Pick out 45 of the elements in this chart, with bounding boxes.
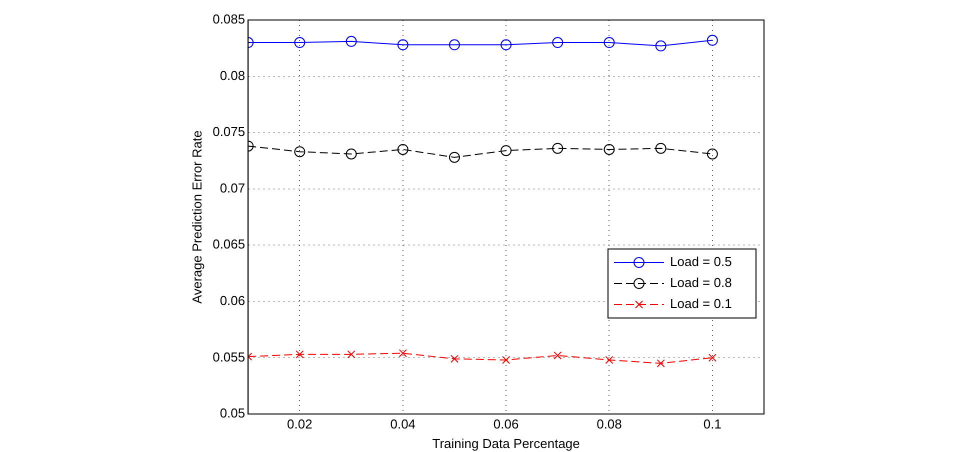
legend-label: Load = 0.8	[670, 275, 732, 290]
point	[655, 40, 666, 52]
legend-label: Load = 0.5	[670, 254, 732, 270]
point	[552, 37, 564, 48]
y-tick-label: 0.06	[220, 293, 246, 308]
y-tick-label: 0.08	[220, 68, 246, 83]
point	[604, 144, 615, 155]
x-tick-label: 0.06	[493, 416, 519, 432]
point	[604, 37, 615, 48]
point	[708, 354, 716, 362]
x-tick-label: 0.02	[287, 416, 312, 432]
x-tick-label: 0.04	[390, 416, 416, 432]
x-axis-title: Training Data Percentage	[432, 436, 580, 451]
point	[448, 152, 460, 163]
y-axis-title: Average Prediction Error Rate	[189, 130, 204, 304]
point	[552, 142, 564, 154]
point	[347, 350, 356, 358]
point	[706, 34, 718, 46]
point	[706, 148, 718, 160]
point	[296, 350, 304, 358]
point	[656, 359, 665, 368]
point	[605, 356, 614, 364]
y-tick-label: 0.055	[212, 349, 246, 364]
point	[500, 145, 512, 156]
point	[397, 39, 408, 50]
y-tick-label: 0.085	[212, 12, 246, 27]
point	[500, 39, 512, 50]
y-tick-label: 0.065	[212, 236, 246, 252]
legend-label: Load = 0.1	[670, 296, 732, 312]
point	[397, 144, 408, 155]
y-tick-label: 0.05	[220, 406, 246, 421]
point	[554, 351, 562, 360]
y-tick-label: 0.07	[220, 180, 246, 196]
point	[450, 354, 459, 363]
point	[294, 37, 306, 48]
x-tick-label: 0.08	[596, 416, 622, 432]
point	[448, 39, 460, 50]
point	[655, 142, 666, 154]
point	[346, 148, 357, 160]
point	[398, 349, 407, 358]
point	[346, 36, 357, 47]
x-tick-label: 0.1	[703, 416, 722, 432]
y-tick-label: 0.075	[212, 124, 246, 140]
point	[502, 356, 510, 364]
point	[294, 146, 306, 158]
